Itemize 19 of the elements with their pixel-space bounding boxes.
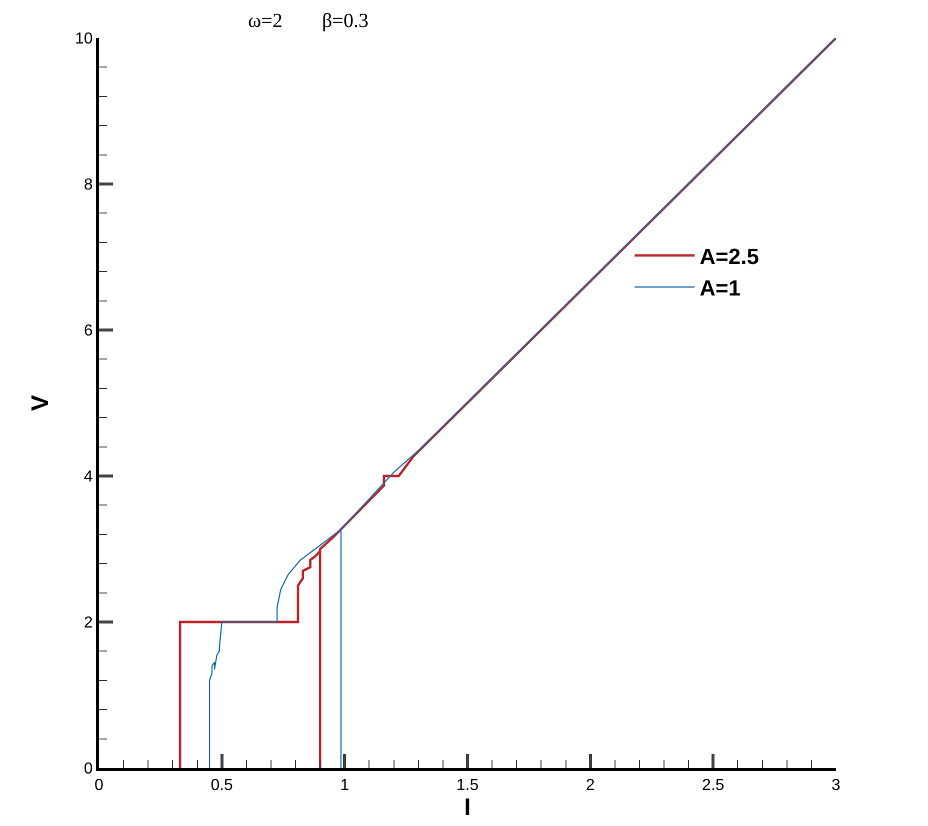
- x-tick-label: 3: [832, 777, 841, 794]
- y-tick-label: 6: [84, 322, 93, 340]
- y-tick-label: 8: [84, 176, 93, 194]
- x-tick-label: 2.5: [702, 777, 724, 794]
- y-tick-label: 4: [84, 468, 93, 486]
- y-tick-label: 10: [75, 30, 93, 48]
- x-tick-label: 2: [586, 777, 595, 794]
- legend-label: A=1: [700, 276, 741, 301]
- text: ω=2: [248, 10, 282, 32]
- x-axis-title: I: [464, 794, 471, 822]
- y-tick-label: 2: [84, 614, 93, 632]
- x-tick-label: 0.5: [210, 777, 234, 794]
- y-tick-label: 0: [84, 760, 93, 778]
- text: β=0.3: [322, 10, 368, 32]
- y-axis-title: V: [27, 394, 54, 412]
- x-tick-label: 1.5: [456, 777, 479, 794]
- legend-label: A=2.5: [700, 244, 759, 269]
- x-tick-label: 0: [94, 777, 104, 794]
- x-tick-label: 1: [340, 777, 350, 794]
